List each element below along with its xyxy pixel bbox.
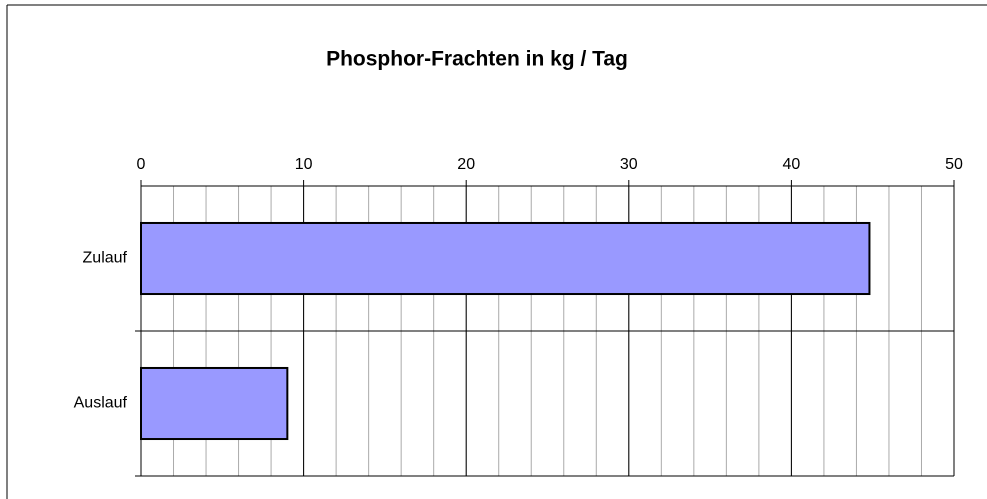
y-tick-label: Zulauf [83,250,128,267]
x-tick-label: 30 [620,156,638,173]
x-tick-label: 0 [137,156,146,173]
bar [140,221,871,296]
x-tick-label: 10 [295,156,313,173]
x-tick-label: 20 [457,156,475,173]
x-tick-label: 50 [945,156,963,173]
bar [140,366,289,441]
y-tick-label: Auslauf [74,395,128,412]
x-tick-label: 40 [783,156,801,173]
chart-title: Phosphor-Frachten in kg / Tag [326,48,628,71]
